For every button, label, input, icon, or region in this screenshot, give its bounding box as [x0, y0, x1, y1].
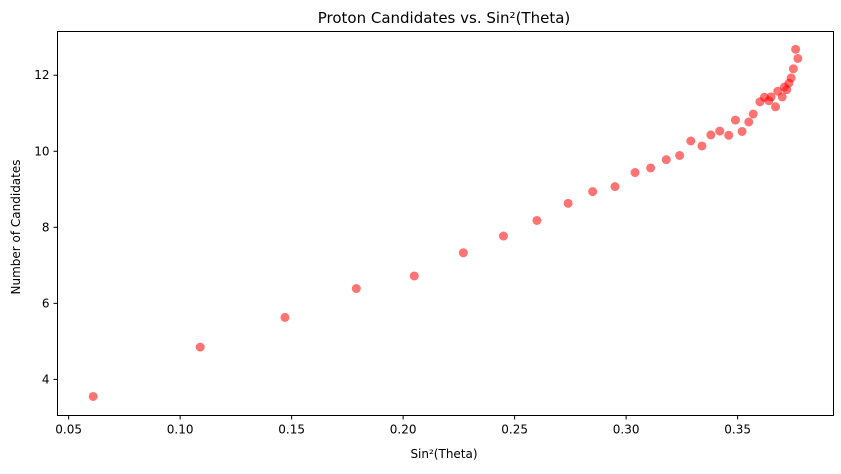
- scatter-point: [706, 130, 716, 140]
- scatter-point: [675, 150, 685, 160]
- y-tick-label: 10: [34, 144, 49, 158]
- scatter-point: [744, 117, 754, 127]
- scatter-point: [788, 64, 798, 74]
- scatter-point: [771, 102, 781, 112]
- scatter-point: [661, 155, 671, 165]
- scatter-point: [610, 182, 620, 192]
- scatter-point: [786, 73, 796, 83]
- scatter-point: [748, 109, 758, 119]
- scatter-point: [793, 53, 803, 63]
- x-tick-label: 0.25: [501, 423, 528, 437]
- y-tick-label: 6: [42, 296, 50, 310]
- scatter-point: [458, 248, 468, 258]
- data-points: [88, 44, 803, 401]
- scatter-point: [409, 271, 419, 281]
- y-axis-ticks: 4 6 8 10 12: [34, 68, 58, 386]
- x-axis-ticks: 0.05 0.10 0.15 0.20 0.25 0.30 0.35: [55, 415, 751, 437]
- scatter-point: [730, 115, 740, 125]
- scatter-point: [630, 168, 640, 178]
- x-tick-label: 0.30: [613, 423, 640, 437]
- x-tick-label: 0.10: [167, 423, 194, 437]
- x-tick-label: 0.20: [390, 423, 417, 437]
- scatter-point: [686, 136, 696, 146]
- y-tick-label: 12: [34, 68, 49, 82]
- scatter-point: [697, 141, 707, 151]
- scatter-point: [715, 126, 725, 136]
- scatter-point: [88, 391, 98, 401]
- scatter-point: [766, 92, 776, 102]
- x-tick-label: 0.35: [724, 423, 751, 437]
- y-tick-label: 8: [42, 220, 50, 234]
- scatter-point: [351, 284, 361, 294]
- scatter-point: [563, 198, 573, 208]
- y-axis-label: Number of Candidates: [9, 160, 23, 295]
- scatter-point: [498, 231, 508, 241]
- scatter-point: [195, 342, 205, 352]
- scatter-point: [280, 312, 290, 322]
- scatter-point: [532, 215, 542, 225]
- scatter-point: [588, 187, 598, 197]
- plot-area-frame: [57, 31, 834, 416]
- y-tick-label: 4: [42, 372, 50, 386]
- x-tick-label: 0.05: [55, 423, 82, 437]
- x-tick-label: 0.15: [278, 423, 305, 437]
- chart-title: Proton Candidates vs. Sin²(Theta): [318, 9, 571, 27]
- scatter-point: [791, 44, 801, 54]
- x-axis-label: Sin²(Theta): [410, 447, 477, 461]
- scatter-point: [737, 126, 747, 136]
- scatter-point: [646, 163, 656, 173]
- scatter-point: [777, 92, 787, 102]
- scatter-point: [724, 130, 734, 140]
